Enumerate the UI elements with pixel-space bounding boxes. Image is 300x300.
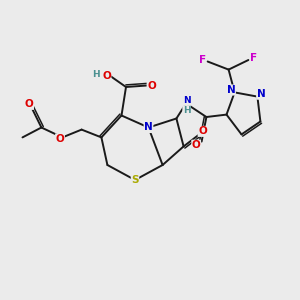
Text: S: S: [131, 175, 139, 185]
Text: H: H: [183, 106, 190, 115]
Text: O: O: [56, 134, 64, 144]
Text: N: N: [256, 89, 266, 99]
Text: H: H: [92, 70, 100, 79]
Text: O: O: [102, 71, 111, 81]
Text: F: F: [250, 53, 257, 64]
Text: O: O: [25, 99, 34, 110]
Text: N: N: [226, 85, 236, 95]
Text: O: O: [198, 126, 207, 136]
Text: O: O: [147, 80, 156, 91]
Text: O: O: [192, 140, 201, 150]
Text: F: F: [199, 55, 206, 65]
Text: N: N: [144, 122, 153, 133]
Text: N: N: [183, 96, 190, 105]
